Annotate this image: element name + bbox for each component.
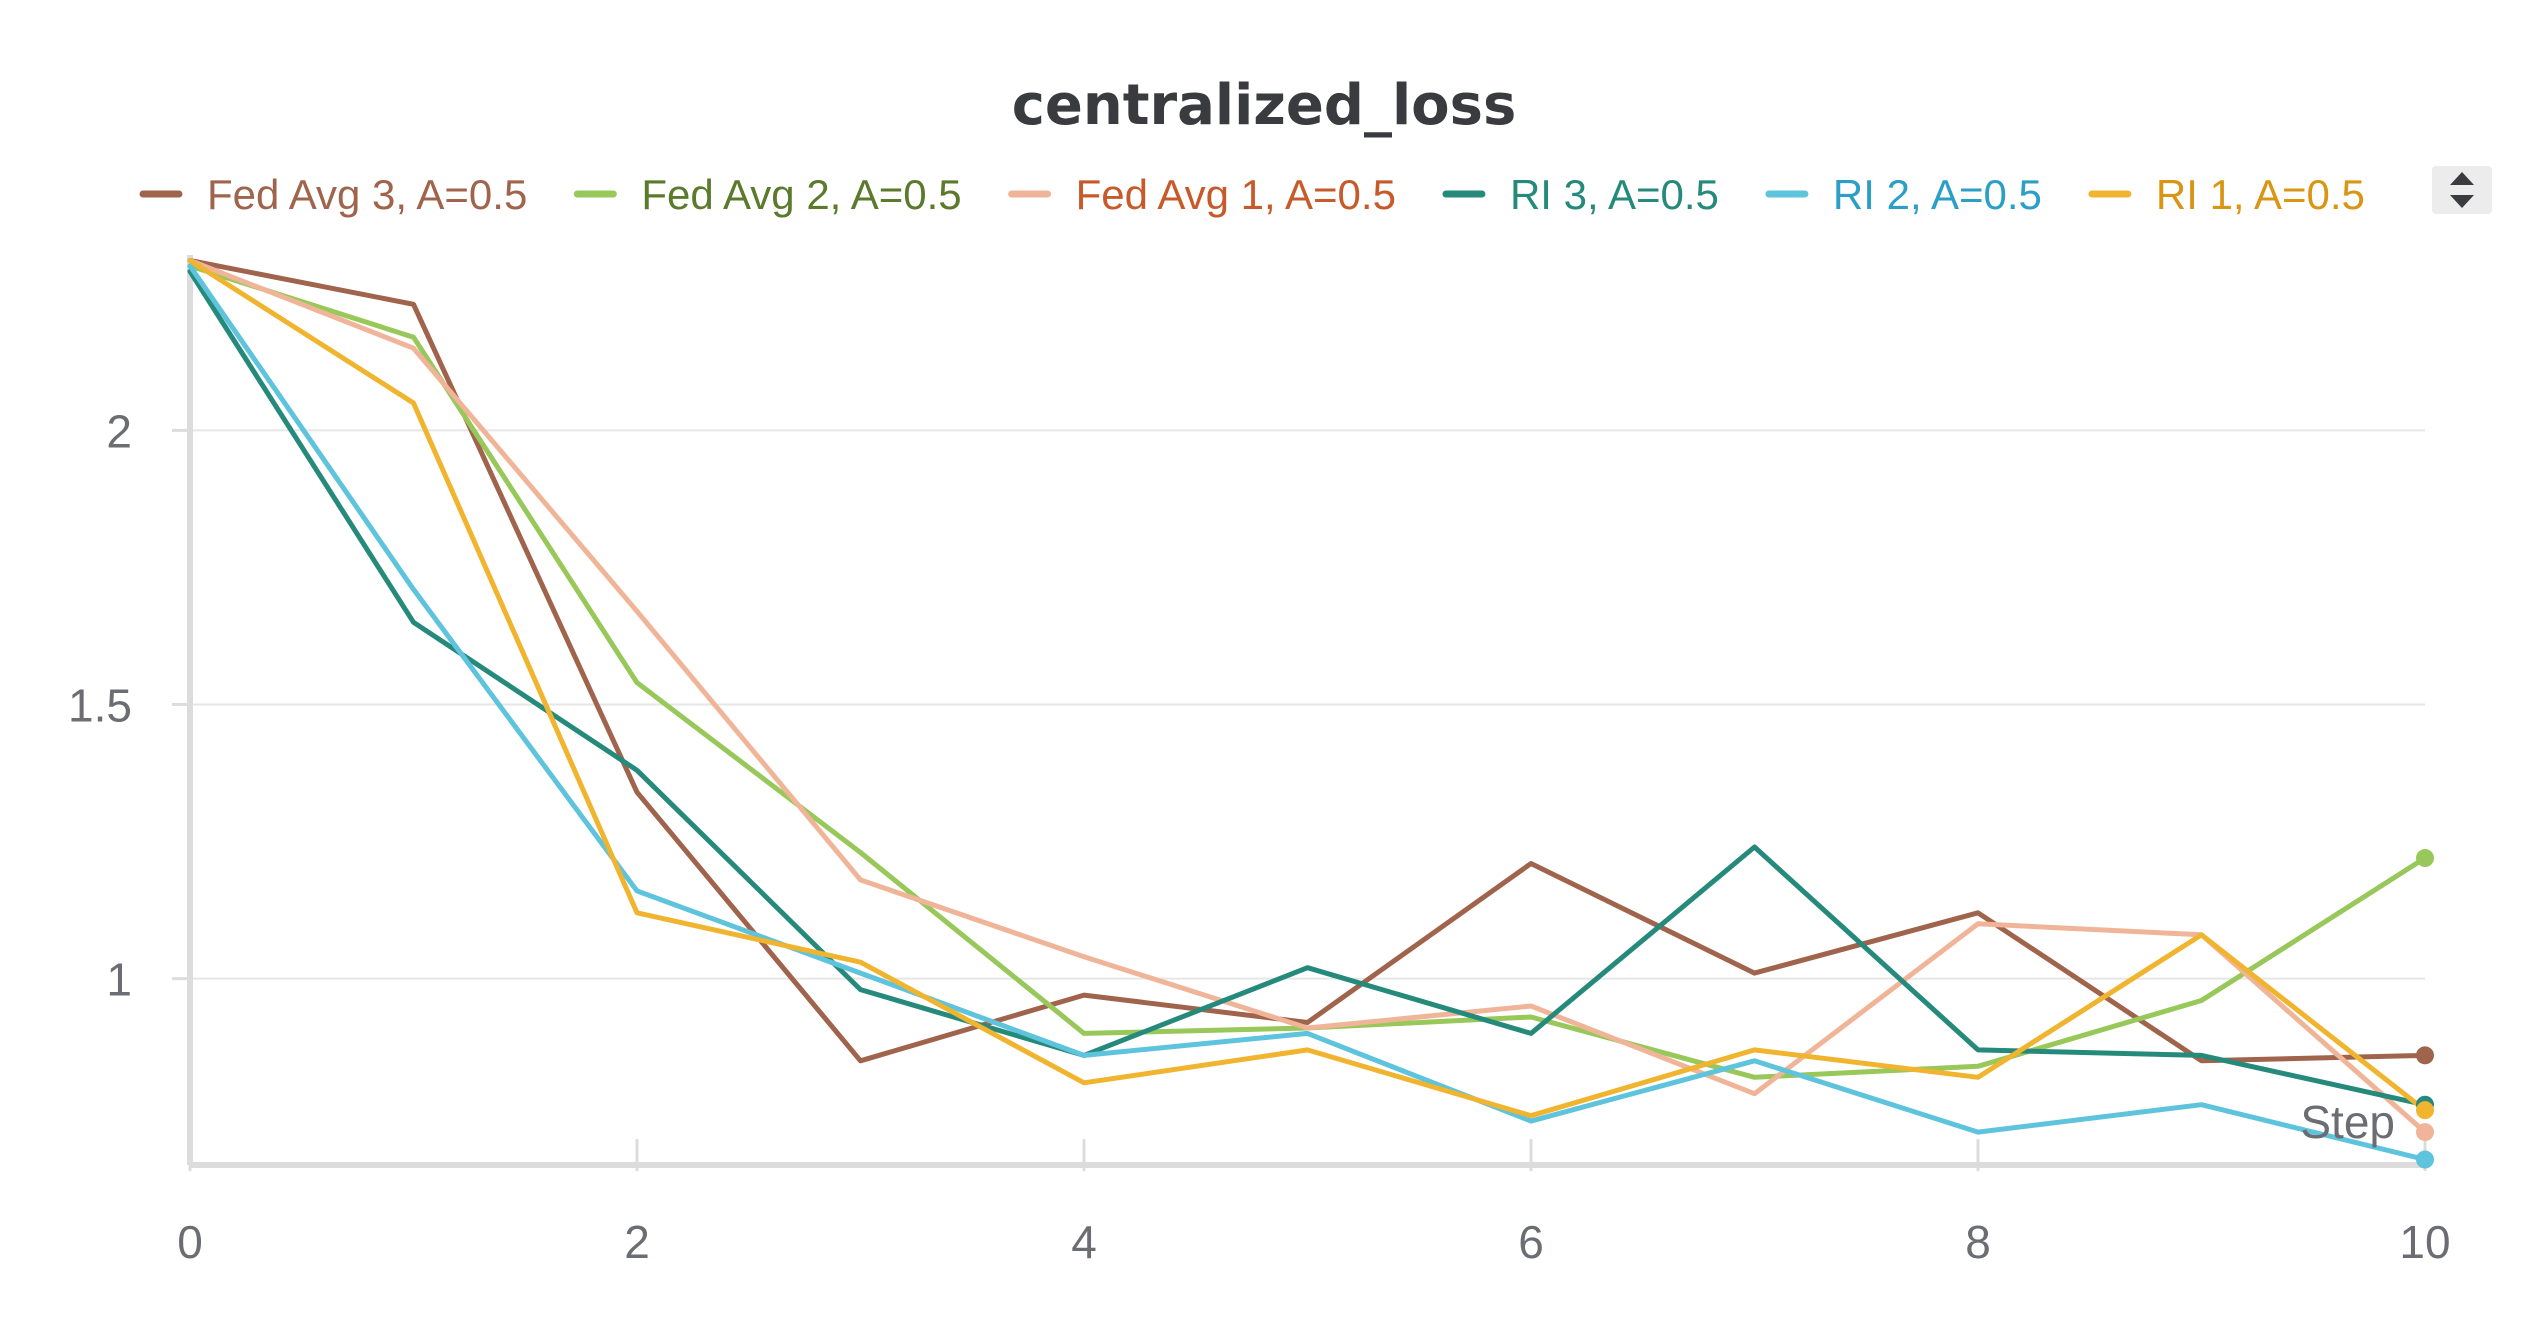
series-line-2: [187, 263, 2428, 1080]
legend-scroll-background[interactable]: [2432, 166, 2492, 214]
axes: 0 2 4 6 8 10: [177, 255, 2451, 1268]
x-tick-label: 8: [1965, 1216, 1991, 1268]
legend-item-4[interactable]: RI 3, A=0.5: [1442, 171, 1719, 218]
legend: Fed Avg 3, A=0.5 Fed Avg 2, A=0.5 Fed Avg …: [139, 171, 2365, 218]
x-tick-label: 6: [1518, 1216, 1544, 1268]
legend-label: Fed Avg 2, A=0.5: [641, 171, 961, 218]
y-tick-label: 1.5: [68, 680, 132, 732]
legend-label: RI 3, A=0.5: [1510, 171, 1719, 218]
legend-item-3[interactable]: Fed Avg 1, A=0.5: [1008, 171, 1396, 218]
series-line-1: [187, 258, 2428, 1064]
y-tick-label: 1: [106, 954, 132, 1006]
legend-label: Fed Avg 1, A=0.5: [1076, 171, 1396, 218]
legend-scroll-control[interactable]: [2432, 166, 2492, 214]
series-line-4: [187, 268, 2428, 1108]
series-lines: [187, 258, 2428, 1162]
scroll-down-icon[interactable]: [2450, 195, 2474, 208]
x-tick-label: 10: [2399, 1216, 2450, 1268]
series-end-marker-1: [2416, 1046, 2434, 1065]
series-end-marker-3: [2416, 1123, 2434, 1142]
series-line-3: [187, 258, 2428, 1135]
chart-title: centralized_loss: [1012, 73, 1517, 138]
series-end-marker-6: [2416, 1101, 2434, 1120]
legend-item-5[interactable]: RI 2, A=0.5: [1765, 171, 2042, 218]
x-tick-label: 0: [177, 1216, 203, 1268]
series-end-marker-5: [2416, 1150, 2434, 1169]
series-line-6: [187, 258, 2428, 1119]
series-end-marker-2: [2416, 849, 2434, 868]
series-line-5: [187, 263, 2428, 1162]
x-axis-title: Step: [2300, 1096, 2395, 1148]
x-tick-label: 4: [1071, 1216, 1097, 1268]
legend-item-2[interactable]: Fed Avg 2, A=0.5: [573, 171, 962, 218]
x-tick-label: 2: [624, 1216, 650, 1268]
legend-label: RI 2, A=0.5: [1833, 171, 2042, 218]
legend-item-1[interactable]: Fed Avg 3, A=0.5: [139, 171, 527, 218]
grid: 11.52: [68, 405, 2425, 1006]
y-tick-label: 2: [106, 405, 132, 457]
legend-label: Fed Avg 3, A=0.5: [207, 171, 527, 218]
series-end-markers: [2416, 849, 2434, 1169]
legend-label: RI 1, A=0.5: [2156, 171, 2365, 218]
scroll-up-icon[interactable]: [2450, 172, 2474, 185]
legend-item-6[interactable]: RI 1, A=0.5: [2088, 171, 2365, 218]
